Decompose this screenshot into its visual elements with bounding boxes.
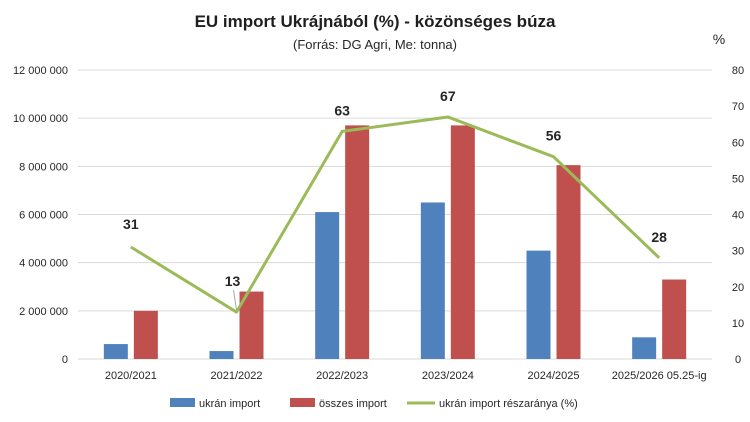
legend-swatch xyxy=(290,398,315,407)
left-axis-tick-label: 10 000 000 xyxy=(13,113,68,125)
bar-ukrainian-import xyxy=(315,212,340,359)
legend-label: ukrán import xyxy=(199,398,260,410)
chart-subtitle: (Forrás: DG Agri, Me: tonna) xyxy=(293,37,457,52)
right-axis-tick-label: 40 xyxy=(732,210,744,222)
bar-ukrainian-import xyxy=(526,250,551,359)
right-axis-tick-label: 10 xyxy=(732,318,744,330)
data-label: 67 xyxy=(440,88,456,104)
bar-total-import xyxy=(662,279,687,359)
gridlines xyxy=(78,69,712,360)
share-line: 31 13 63 67 56 28 xyxy=(123,88,667,314)
right-axis-tick-label: 30 xyxy=(732,246,744,258)
bar-total-import xyxy=(345,125,370,360)
category-label: 2024/2025 xyxy=(528,370,580,382)
category-label: 2021/2022 xyxy=(211,370,263,382)
bar-total-import xyxy=(556,165,581,359)
bar-total-import xyxy=(450,125,475,360)
right-axis-tick-label: 0 xyxy=(735,354,741,366)
left-axis-tick-label: 12 000 000 xyxy=(13,65,68,77)
left-axis-tick-label: 0 xyxy=(62,354,68,366)
left-axis-tick-label: 4 000 000 xyxy=(19,258,68,270)
bar-ukrainian-import xyxy=(632,337,657,359)
left-axis-tick-label: 6 000 000 xyxy=(19,210,68,222)
left-axis-tick-label: 8 000 000 xyxy=(19,161,68,173)
right-axis-tick-label: 60 xyxy=(732,137,744,149)
legend-label: ukrán import részaránya (%) xyxy=(439,398,578,410)
data-label: 28 xyxy=(651,229,667,245)
bar-total-import xyxy=(133,310,158,359)
data-label: 56 xyxy=(546,128,562,144)
right-axis-tick-label: 70 xyxy=(732,101,744,113)
legend: ukrán import összes import ukrán import ré… xyxy=(170,398,578,410)
data-label: 63 xyxy=(334,102,350,118)
axis-labels: 0 2 000 000 4 000 000 6 000 000 8 000 000 10 … xyxy=(13,65,744,382)
left-axis-tick-label: 2 000 000 xyxy=(19,306,68,318)
bars xyxy=(103,125,687,360)
legend-label: összes import xyxy=(319,398,387,410)
bar-ukrainian-import xyxy=(103,344,128,359)
right-axis-tick-label: 20 xyxy=(732,282,744,294)
share-series-line xyxy=(130,115,661,314)
category-label: 2022/2023 xyxy=(316,370,368,382)
right-axis-unit: % xyxy=(713,31,725,47)
bar-ukrainian-import xyxy=(420,202,445,359)
right-axis-tick-label: 80 xyxy=(732,65,744,77)
right-axis-tick-label: 50 xyxy=(732,173,744,185)
category-label: 2020/2021 xyxy=(105,370,157,382)
data-label: 31 xyxy=(123,216,139,232)
category-label: 2025/2026 05.25-ig xyxy=(612,370,707,382)
data-label: 13 xyxy=(225,273,241,289)
data-label-leader-line xyxy=(233,289,237,311)
bar-ukrainian-import xyxy=(209,351,234,359)
legend-swatch xyxy=(170,398,195,407)
category-label: 2023/2024 xyxy=(422,370,474,382)
chart-title: EU import Ukrájnából (%) - közönséges bú… xyxy=(195,12,556,31)
